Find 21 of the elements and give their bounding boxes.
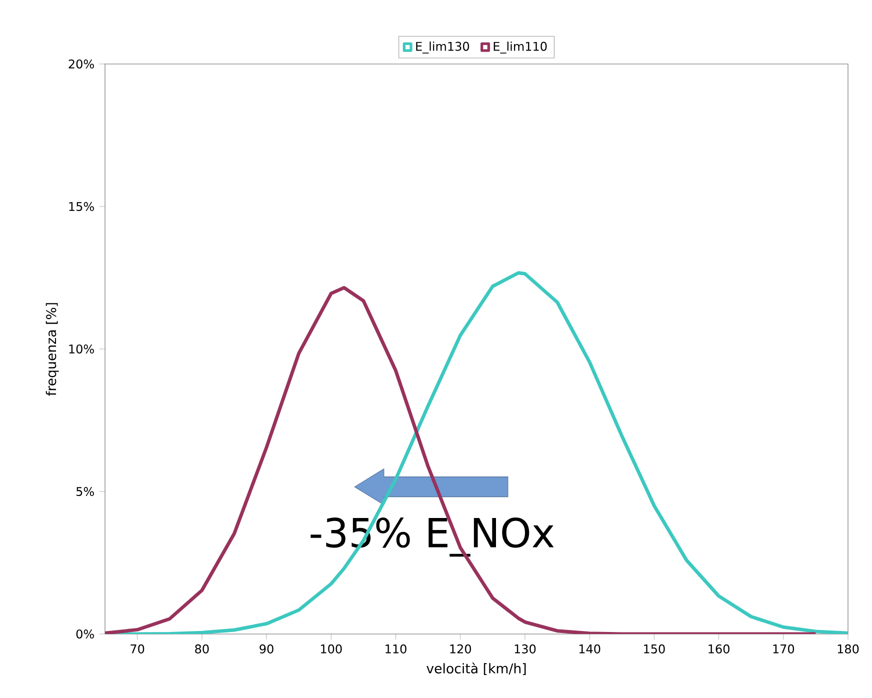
x-tick-label: 150: [644, 644, 665, 654]
x-tick-label: 120: [450, 644, 471, 654]
x-tick-label: 100: [321, 644, 342, 654]
y-tick-label: 5%: [76, 486, 94, 496]
x-tick-label: 70: [130, 644, 144, 654]
x-tick-label: 90: [260, 644, 274, 654]
x-tick-label: 140: [579, 644, 600, 654]
legend-label: E_lim130: [416, 42, 470, 54]
x-axis-title: velocità [km/h]: [426, 662, 526, 676]
x-tick-label: 130: [514, 644, 536, 654]
x-tick-label: 180: [838, 644, 859, 654]
x-tick-label: 110: [386, 644, 406, 654]
y-tick-label: 10%: [69, 344, 94, 354]
y-tick-label: 15%: [69, 202, 94, 212]
x-tick-label: 170: [773, 644, 794, 654]
x-tick-label: 80: [195, 644, 209, 654]
y-tick-label: 20%: [68, 59, 94, 69]
x-tick-label: 160: [708, 644, 730, 654]
y-axis-title: frequenza [%]: [46, 303, 59, 396]
y-tick-label: 0%: [76, 629, 94, 639]
legend-label: E_lim110: [494, 42, 547, 54]
